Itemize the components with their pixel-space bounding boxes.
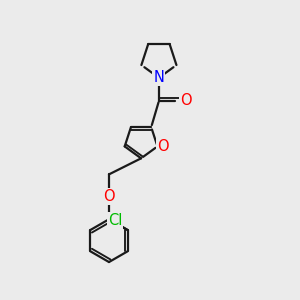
Text: O: O [180, 94, 191, 109]
Text: O: O [103, 189, 115, 204]
Text: O: O [157, 139, 169, 154]
Text: N: N [154, 70, 164, 85]
Text: Cl: Cl [108, 213, 122, 228]
